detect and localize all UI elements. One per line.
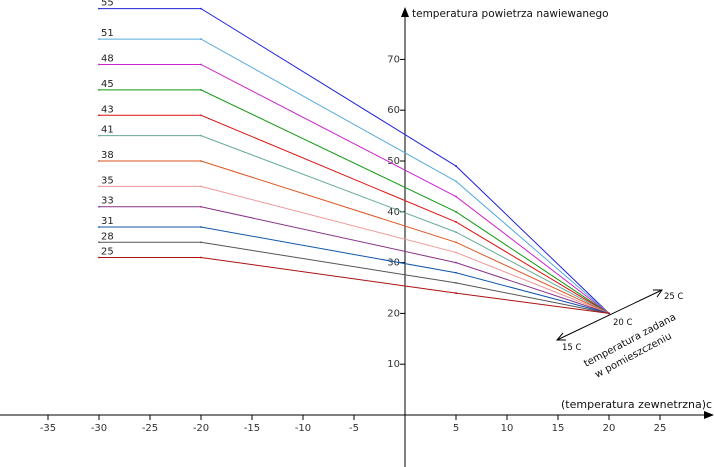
y-axis-arrow <box>401 7 409 17</box>
series-point <box>455 261 457 264</box>
series-label: 28 <box>101 231 114 242</box>
x-tick-label: 5 <box>453 423 459 434</box>
series-point <box>455 282 457 284</box>
series-line-33 <box>99 206 610 314</box>
x-axis-title: (temperatura zewnetrzna)c <box>561 398 712 411</box>
series-point <box>200 38 202 40</box>
series-label: 43 <box>101 104 114 115</box>
y-axis-title: temperatura powietrza nawiewanego <box>412 8 609 20</box>
x-tick-label: 15 <box>552 423 565 434</box>
y-tick-label: 70 <box>387 54 400 65</box>
series-point <box>98 160 100 162</box>
x-tick-label: -5 <box>349 423 359 434</box>
series-line-38 <box>99 160 610 314</box>
setpoint-tick-label: 20 C <box>613 318 633 328</box>
series-point <box>455 241 457 244</box>
setpoint-axis-arrow-high <box>653 289 663 298</box>
series-point <box>608 312 610 315</box>
series-label: 48 <box>101 53 114 64</box>
series-label: 33 <box>101 196 114 207</box>
series-point <box>98 63 100 66</box>
y-tick-label: 10 <box>387 359 400 370</box>
x-tick-label: -10 <box>295 423 311 434</box>
series-point <box>455 292 457 294</box>
series-point <box>98 38 100 40</box>
series-point <box>455 271 457 274</box>
series-point <box>98 88 100 91</box>
series-point <box>98 185 100 188</box>
series-point <box>455 251 457 254</box>
setpoint-axis: 15 C 20 C 25 C temperatura zadana w pomi… <box>555 289 684 381</box>
x-tick-label: -20 <box>193 423 209 434</box>
series-point <box>98 134 100 137</box>
series-label: 31 <box>101 216 114 227</box>
series-point <box>200 63 202 66</box>
series-line-25 <box>99 257 610 314</box>
series-label: 45 <box>101 79 114 90</box>
series-label: 55 <box>101 0 114 9</box>
series-point <box>200 241 202 244</box>
series-point <box>455 210 457 213</box>
ticks: -35 -30 -25 -20 -15 -10 -5 5 10 15 20 25 10 20 30 40 50 6… <box>40 54 667 434</box>
setpoint-tick-label: 25 C <box>664 292 684 302</box>
y-tick-label: 20 <box>387 308 400 319</box>
series-point <box>455 231 457 234</box>
series-point <box>200 114 202 117</box>
series-point <box>200 256 202 259</box>
series: 55 51 48 45 43 41 38 35 33 31 28 25 <box>98 0 610 315</box>
series-line-51 <box>99 38 610 314</box>
series-line-28 <box>99 241 610 314</box>
series-point <box>200 205 202 208</box>
series-line-35 <box>99 185 610 314</box>
setpoint-axis-line <box>556 289 663 341</box>
x-tick-label: -15 <box>244 423 260 434</box>
series-point <box>98 114 100 117</box>
series-point <box>98 256 100 259</box>
series-label: 35 <box>101 175 114 186</box>
series-point <box>455 165 457 167</box>
series-line-41 <box>99 135 610 314</box>
series-point <box>200 185 202 188</box>
series-point <box>98 241 100 244</box>
y-tick-label: 30 <box>387 258 400 269</box>
series-point <box>200 134 202 137</box>
series-label: 25 <box>101 247 114 258</box>
series-point <box>200 88 202 91</box>
series-point <box>98 226 100 228</box>
series-label: 51 <box>101 28 114 39</box>
series-line-45 <box>99 89 610 314</box>
x-axis-arrow <box>704 411 714 419</box>
series-line-31 <box>99 226 610 314</box>
series-point <box>455 195 457 198</box>
y-tick-label: 60 <box>387 105 400 116</box>
y-tick-label: 50 <box>387 156 400 167</box>
series-point <box>200 226 202 228</box>
x-tick-label: -30 <box>91 423 107 434</box>
series-point <box>98 7 100 10</box>
y-tick-label: 40 <box>387 207 400 218</box>
series-point <box>98 205 100 208</box>
axes: temperatura powietrza nawiewanego (tempe… <box>0 7 714 467</box>
setpoint-axis-arrow-low <box>555 332 566 341</box>
x-tick-label: 25 <box>654 423 667 434</box>
x-tick-label: 20 <box>603 423 616 434</box>
series-point <box>455 180 457 183</box>
series-label: 41 <box>101 125 114 136</box>
setpoint-tick-label: 15 C <box>562 343 582 353</box>
x-tick-label: 10 <box>501 423 514 434</box>
series-point <box>455 221 457 223</box>
series-line-48 <box>99 63 610 314</box>
series-label: 38 <box>101 150 114 161</box>
series-line-43 <box>99 114 610 314</box>
series-line-55 <box>99 8 610 314</box>
x-tick-label: -35 <box>40 423 56 434</box>
series-point <box>200 7 202 10</box>
x-tick-label: -25 <box>142 423 158 434</box>
series-point <box>200 160 202 162</box>
